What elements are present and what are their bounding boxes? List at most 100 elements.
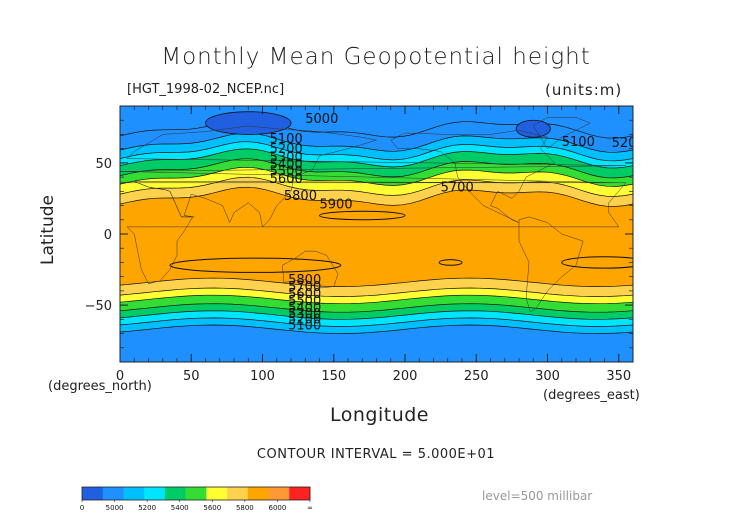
contour-band xyxy=(120,133,633,161)
y-tick-label: 50 xyxy=(95,157,112,172)
colorbar-swatch xyxy=(206,487,228,500)
colorbar-swatch xyxy=(144,487,166,500)
colorbar-swatch xyxy=(227,487,249,500)
contour-label: 5100 xyxy=(562,135,595,150)
source-file-label: [HGT_1998-02_NCEP.nc] xyxy=(127,82,285,97)
contour-line xyxy=(120,277,633,287)
coastline xyxy=(533,117,591,149)
contour-label: 5800 xyxy=(284,189,317,204)
contour-band xyxy=(120,141,633,168)
contour-line xyxy=(120,148,633,169)
contour-band xyxy=(120,310,633,327)
contour-band xyxy=(120,278,633,297)
contour-label: 5200 xyxy=(288,313,321,328)
colorbar-label: 5400 xyxy=(171,504,189,512)
colorbar-label: 5800 xyxy=(236,504,254,512)
contour-label: 5300 xyxy=(288,307,321,322)
contour-label: 5100 xyxy=(288,318,321,333)
colorbar-label: 5200 xyxy=(138,504,156,512)
x-tick-label: 50 xyxy=(183,369,200,384)
contour-band xyxy=(120,317,633,334)
x-axis-unit-label: (degrees_east) xyxy=(543,388,640,403)
units-label: (units:m) xyxy=(545,81,623,99)
chart-title: Monthly Mean Geopotential height xyxy=(161,44,591,70)
contour-line xyxy=(120,303,633,313)
contour-label: 5300 xyxy=(270,150,303,165)
x-tick-label: 250 xyxy=(464,369,489,384)
contour-label: 5500 xyxy=(270,165,303,180)
y-tick-label: 0 xyxy=(104,228,112,243)
x-tick-label: 0 xyxy=(116,369,124,384)
colorbar-swatch xyxy=(185,487,207,500)
contour-label: 5700 xyxy=(288,280,321,295)
y-axis-unit-label: (degrees_north) xyxy=(48,379,152,394)
contour-line xyxy=(120,287,633,297)
contour-label: 5600 xyxy=(288,287,321,302)
contour-label: 5600 xyxy=(270,172,303,187)
y-tick-label: −50 xyxy=(85,299,112,314)
x-axis-ticks: 0 50 100 150 200 250 300 350 xyxy=(116,106,634,384)
contour-label: 5200 xyxy=(270,142,303,157)
colorbar-label: 6000 xyxy=(269,504,287,512)
contour-line xyxy=(120,324,633,334)
contour-band xyxy=(120,288,633,304)
x-tick-label: 300 xyxy=(535,369,560,384)
contour-interval-label: CONTOUR INTERVAL = 5.000E+01 xyxy=(256,447,496,462)
contour-label: 5100 xyxy=(270,132,303,147)
contour-labels: 5000510052005300540055005600570058005900… xyxy=(270,112,645,333)
contour-label: 5400 xyxy=(270,158,303,173)
contour-line xyxy=(120,186,633,207)
contour-label: 5400 xyxy=(288,301,321,316)
contour-line xyxy=(319,210,406,221)
contour-line xyxy=(120,132,633,153)
contour-label: 5700 xyxy=(441,180,474,195)
x-tick-label: 100 xyxy=(250,369,275,384)
colorbar-frame xyxy=(81,486,311,501)
contour-label: 5200 xyxy=(612,136,645,151)
filled-contour-bands xyxy=(120,106,633,362)
low-center xyxy=(515,119,551,138)
contour-label: 5000 xyxy=(305,112,338,127)
contour-line xyxy=(438,259,463,266)
contour-line xyxy=(120,141,633,162)
x-tick-label: 200 xyxy=(393,369,418,384)
colorbar-label: ∞ xyxy=(307,504,313,512)
colorbar-swatch xyxy=(102,487,124,500)
contour-band xyxy=(120,177,633,207)
contour-label: 5900 xyxy=(320,197,353,212)
contour-line xyxy=(120,310,633,320)
colorbar-label: 5000 xyxy=(106,504,124,512)
coastline xyxy=(126,181,627,285)
contour-line xyxy=(169,257,342,273)
contour-band xyxy=(120,295,633,313)
contour-band xyxy=(120,325,633,362)
contour-band xyxy=(120,303,633,320)
coastline xyxy=(390,129,555,223)
colorbar-swatch xyxy=(82,487,104,500)
y-axis-ticks: −50 0 50 xyxy=(85,105,633,363)
contour-line xyxy=(120,294,633,305)
contour-line xyxy=(561,256,633,269)
colorbar: 0 5000 5200 5400 5600 5800 6000 ∞ xyxy=(80,486,313,512)
colorbar-swatch xyxy=(247,487,269,500)
contour-band xyxy=(120,148,633,178)
contour-band xyxy=(120,158,633,187)
coastline-outline xyxy=(120,117,627,313)
contour-band xyxy=(120,187,633,287)
coastline xyxy=(282,250,339,289)
contour-label: 5500 xyxy=(288,294,321,309)
contour-line xyxy=(120,176,633,197)
colorbar-swatch xyxy=(289,487,311,500)
contour-line xyxy=(120,317,633,327)
x-tick-label: 350 xyxy=(606,369,631,384)
x-tick-label: 150 xyxy=(321,369,346,384)
contour-label: 5800 xyxy=(288,273,321,288)
level-label: level=500 millibar xyxy=(482,489,593,503)
contour-line xyxy=(120,166,633,187)
coastline xyxy=(518,216,584,313)
colorbar-swatch xyxy=(268,487,290,500)
contour-line xyxy=(120,158,633,179)
colorbar-swatch xyxy=(164,487,186,500)
colorbar-label: 0 xyxy=(80,504,84,512)
